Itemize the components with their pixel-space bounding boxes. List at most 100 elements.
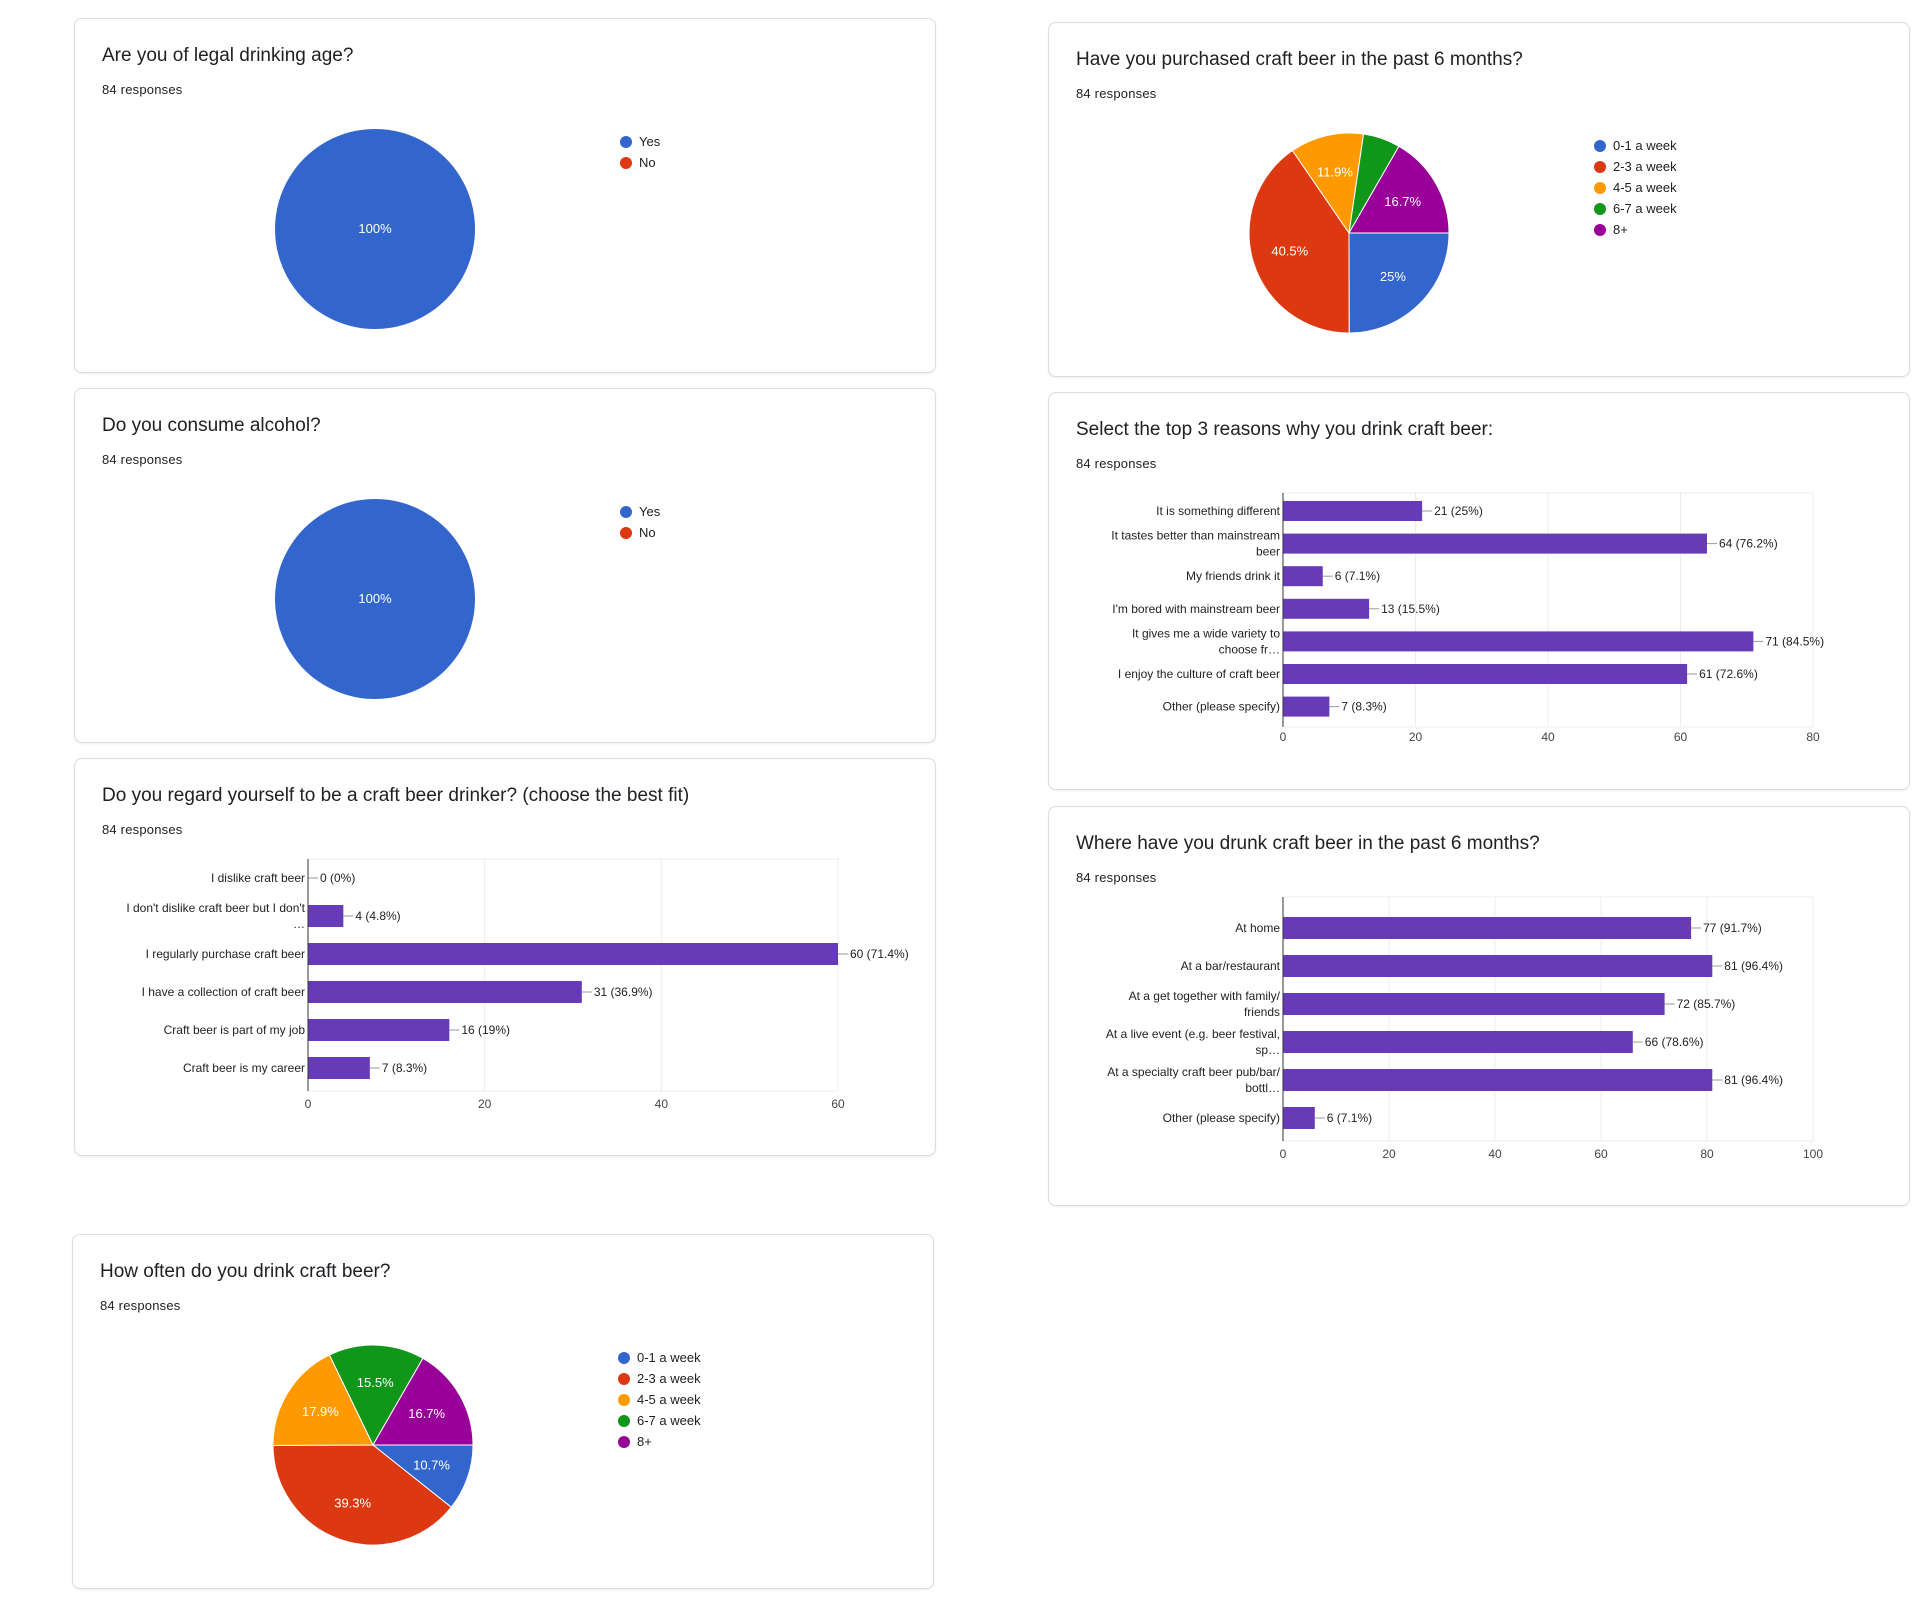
legend-item: Yes xyxy=(620,501,660,522)
pie-slice xyxy=(1291,132,1365,235)
legend-label: 2-3 a week xyxy=(1613,159,1677,174)
category-label: bottl… xyxy=(1245,1081,1280,1095)
tick-label: 40 xyxy=(1541,730,1555,744)
tick-label: 20 xyxy=(1382,1147,1396,1161)
legend-item: 4-5 a week xyxy=(1594,177,1677,198)
tick-label: 40 xyxy=(655,1097,669,1111)
legend-item: 2-3 a week xyxy=(1594,156,1677,177)
question-title: Do you consume alcohol? xyxy=(102,415,321,436)
bar xyxy=(1283,1031,1633,1053)
bar xyxy=(1283,917,1692,939)
category-label: It gives me a wide variety to xyxy=(1132,626,1280,640)
response-count: 84 responses xyxy=(1076,456,1157,471)
tick-label: 20 xyxy=(478,1097,492,1111)
category-label: It tastes better than mainstream xyxy=(1111,529,1280,543)
legend-item: 0-1 a week xyxy=(618,1347,701,1368)
legend-item: No xyxy=(620,152,660,173)
category-label: beer xyxy=(1256,545,1280,559)
legend-swatch xyxy=(1594,181,1606,194)
question-title: Select the top 3 reasons why you drink c… xyxy=(1076,419,1494,440)
bar xyxy=(1283,501,1423,521)
bar xyxy=(308,1019,450,1041)
question-title: Are you of legal drinking age? xyxy=(102,45,354,66)
value-label: 16 (19%) xyxy=(461,1023,510,1037)
bar xyxy=(308,943,838,965)
pie-slice xyxy=(272,1354,374,1446)
value-label: 31 (36.9%) xyxy=(594,985,653,999)
legend-item: No xyxy=(620,522,660,543)
slice-label: 40.5% xyxy=(1271,243,1308,258)
legend-label: 0-1 a week xyxy=(637,1350,701,1365)
value-label: 6 (7.1%) xyxy=(1327,1111,1372,1125)
value-label: 6 (7.1%) xyxy=(1335,569,1380,583)
tick-label: 40 xyxy=(1488,1147,1502,1161)
response-count: 84 responses xyxy=(102,822,183,837)
legend-item: 6-7 a week xyxy=(618,1410,701,1431)
category-label: At home xyxy=(1235,921,1280,935)
category-label: Other (please specify) xyxy=(1163,1111,1280,1125)
legend-swatch xyxy=(1594,139,1606,152)
value-label: 71 (84.5%) xyxy=(1765,634,1824,648)
legend-item: Yes xyxy=(620,131,660,152)
pie-slice xyxy=(1348,145,1450,234)
card-legal-age: Are you of legal drinking age? 84 respon… xyxy=(74,18,936,373)
value-label: 77 (91.7%) xyxy=(1703,921,1762,935)
legend-item: 8+ xyxy=(1594,219,1677,240)
category-label: My friends drink it xyxy=(1186,569,1281,583)
bar-chart-drinker: 0 20 40 60 0 (0%) I dislike craft beer 4 (4.8%… xyxy=(126,858,909,1111)
value-label: 61 (72.6%) xyxy=(1699,667,1758,681)
card-craft-beer-drinker: Do you regard yourself to be a craft bee… xyxy=(74,758,936,1156)
value-label: 66 (78.6%) xyxy=(1645,1035,1704,1049)
legend-swatch xyxy=(620,505,632,518)
bar xyxy=(1283,1069,1713,1091)
tick-label: 60 xyxy=(831,1097,845,1111)
category-label: I regularly purchase craft beer xyxy=(146,947,305,961)
category-label: … xyxy=(293,917,305,931)
tick-label: 80 xyxy=(1806,730,1820,744)
bar xyxy=(1283,664,1688,684)
legend-label: 6-7 a week xyxy=(637,1413,701,1428)
legend-label: Yes xyxy=(639,134,661,149)
card-where-drunk: Where have you drunk craft beer in the p… xyxy=(1048,806,1910,1206)
bar xyxy=(1283,566,1323,587)
tick-label: 0 xyxy=(1280,730,1287,744)
category-label: It is something different xyxy=(1156,504,1281,518)
legend-label: 2-3 a week xyxy=(637,1371,701,1386)
card-purchased: Have you purchased craft beer in the pas… xyxy=(1048,22,1910,377)
value-label: 72 (85.7%) xyxy=(1677,997,1736,1011)
legend-swatch xyxy=(620,135,632,148)
legend-label: No xyxy=(639,155,656,170)
bar xyxy=(308,981,582,1003)
legend-swatch xyxy=(1594,223,1606,236)
value-label: 4 (4.8%) xyxy=(355,909,400,923)
tick-label: 100 xyxy=(1803,1147,1823,1161)
legend-item: 2-3 a week xyxy=(618,1368,701,1389)
value-label: 7 (8.3%) xyxy=(382,1061,427,1075)
pie-slice xyxy=(371,1444,474,1508)
bar xyxy=(1283,696,1330,717)
legend-swatch xyxy=(620,526,632,539)
value-label: 7 (8.3%) xyxy=(1341,700,1386,714)
value-label: 13 (15.5%) xyxy=(1381,602,1440,616)
category-label: Craft beer is my career xyxy=(183,1061,305,1075)
slice-label: 10.7% xyxy=(413,1457,450,1472)
response-count: 84 responses xyxy=(1076,86,1157,101)
category-label: I have a collection of craft beer xyxy=(142,985,305,999)
legend-label: 8+ xyxy=(1613,222,1628,237)
pie-slice xyxy=(328,1344,424,1447)
card-consume-alcohol: Do you consume alcohol? 84 responses 100… xyxy=(74,388,936,743)
response-count: 84 responses xyxy=(102,452,183,467)
response-count: 84 responses xyxy=(100,1298,181,1313)
category-label: I enjoy the culture of craft beer xyxy=(1118,667,1280,681)
bar xyxy=(308,1057,370,1079)
pie-chart-legal-age: 100% xyxy=(275,129,475,329)
legend-label: No xyxy=(639,525,656,540)
category-label: At a get together with family/ xyxy=(1129,989,1281,1003)
legend-swatch xyxy=(618,1414,630,1427)
slice-label: 16.7% xyxy=(1384,194,1421,209)
legend: 0-1 a week 2-3 a week 4-5 a week 6-7 a week… xyxy=(1594,135,1677,240)
plot-area xyxy=(307,858,839,1092)
pie-slice xyxy=(372,1357,474,1446)
legend-label: Yes xyxy=(639,504,661,519)
slice-label: 25% xyxy=(1380,269,1406,284)
